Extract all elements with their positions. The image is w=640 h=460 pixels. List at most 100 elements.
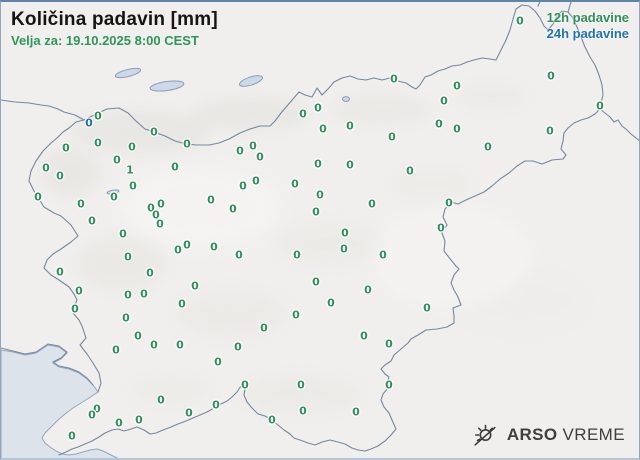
station-value: 0 [210,240,218,254]
arso-vreme-logo: ARSO VREME [472,422,625,448]
station-value: 0 [174,243,182,257]
station-value: 0 [299,107,307,121]
station-value: 0 [156,217,164,231]
brand-vreme: VREME [562,425,625,444]
adriatic-sea [1,344,119,458]
station-value: 0 [423,301,431,315]
station-value: 0 [385,337,393,351]
station-value: 0 [547,69,555,83]
station-value: 0 [293,248,301,262]
station-value: 0 [94,136,102,150]
station-value: 0 [516,14,524,28]
station-value: 0 [236,144,244,158]
station-value: 0 [341,226,349,240]
station-value: 0 [346,119,354,133]
valid-time-label: Velja za: 19.10.2025 8:00 CEST [11,33,199,48]
station-value: 0 [596,99,604,113]
brand-arso: ARSO [506,425,558,444]
station-value: 0 [140,287,148,301]
station-value: 0 [62,141,70,155]
legend-item: 12h padavine [546,10,629,25]
station-value: 0 [340,242,348,256]
station-value: 0 [445,196,453,210]
station-value: 0 [268,413,276,427]
station-value: 0 [346,158,354,172]
station-value: 0 [239,179,247,193]
station-value: 0 [42,161,50,175]
station-value: 0 [360,329,368,343]
page-title: Količina padavin [mm] [11,9,218,30]
station-value: 0 [115,416,123,430]
station-value: 0 [129,179,137,193]
station-value: 0 [88,214,96,228]
station-value: 0 [546,124,554,138]
station-value: 0 [94,109,102,123]
station-value: 0 [119,227,127,241]
station-value: 0 [291,177,299,191]
station-value: 0 [435,117,443,131]
station-value: 0 [249,139,257,153]
station-value: 0 [352,405,360,419]
station-value: 0 [75,284,83,298]
station-value: 0 [316,188,324,202]
station-value: 0 [319,122,327,136]
station-value: 0 [34,190,42,204]
station-value: 0 [113,153,121,167]
station-value: 0 [252,174,260,188]
lakes [106,67,350,195]
station-value: 0 [484,140,492,154]
station-value: 0 [379,248,387,262]
station-value: 0 [207,193,215,207]
station-value: 0 [385,378,393,392]
sun-weather-icon [472,422,498,448]
station-value: 0 [406,164,414,178]
legend: 12h padavine 24h padavine [547,10,629,42]
station-value: 0 [122,311,130,325]
station-value: 0 [178,297,186,311]
station-value: 0 [299,404,307,418]
station-value: 0 [183,137,191,151]
station-value: 0 [229,202,237,216]
station-value: 0 [390,72,398,86]
station-value: 0 [314,101,322,115]
station-value: 0 [176,338,184,352]
station-value: 0 [292,308,300,322]
station-value: 0 [241,378,249,392]
brand-text: ARSO VREME [507,425,625,445]
station-value: 0 [152,208,160,222]
station-value: 0 [453,122,461,136]
station-value: 0 [135,413,143,427]
station-value: 0 [68,429,76,443]
station-value: 0 [146,266,154,280]
legend-item: 24h padavine [546,26,629,41]
header: Količina padavin [mm] Velja za: 19.10.20… [11,8,218,48]
station-value: 0 [214,355,222,369]
hillshade-texture [41,83,591,414]
station-value: 0 [124,250,132,264]
station-value: 0 [56,265,64,279]
station-value: 0 [112,343,120,357]
station-value: 0 [157,393,165,407]
station-value: 0 [437,221,445,235]
station-value: 0 [147,201,155,215]
station-value: 0 [212,398,220,412]
station-value: 0 [327,296,335,310]
station-value: 0 [297,378,305,392]
station-value: 0 [260,321,268,335]
station-value: 0 [312,275,320,289]
station-value: 0 [234,340,242,354]
station-value: 0 [150,338,158,352]
station-value: 0 [85,116,93,130]
station-value: 1 [126,163,134,177]
station-value: 0 [256,150,264,164]
station-value: 0 [171,160,179,174]
station-value: 0 [124,288,132,302]
station-value: 0 [453,79,461,93]
station-value: 0 [134,329,142,343]
station-value: 0 [183,238,191,252]
station-value: 0 [88,408,96,422]
station-value: 0 [364,283,372,297]
